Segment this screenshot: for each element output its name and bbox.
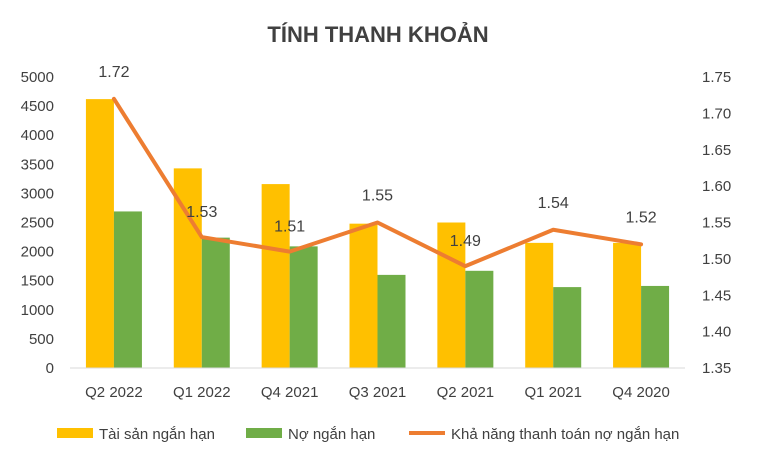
legend-label: Tài sản ngắn hạn [99, 426, 215, 443]
category-label: Q4 2021 [261, 384, 319, 401]
category-label: Q1 2021 [524, 384, 582, 401]
line-data-label: 1.55 [362, 188, 393, 205]
line-data-label: 1.53 [186, 204, 217, 221]
bars-group [85, 99, 670, 368]
category-label: Q2 2021 [437, 384, 495, 401]
right-tick-label: 1.75 [702, 69, 731, 86]
bar-no-ngan-han [377, 274, 406, 368]
bar-no-ngan-han [641, 285, 670, 368]
left-tick-label: 2500 [21, 215, 54, 232]
bar-no-ngan-han [553, 287, 582, 368]
line-data-labels: 1.72 1.53 1.51 1.55 1.49 1.54 1.52 [98, 64, 656, 250]
right-tick-label: 1.40 [702, 324, 731, 341]
legend: Tài sản ngắn hạn Nợ ngắn hạn Khả năng than… [57, 426, 679, 443]
line-series-group [111, 96, 644, 269]
category-label: Q3 2021 [349, 384, 407, 401]
bar-no-ngan-han [113, 211, 142, 368]
left-tick-label: 500 [29, 331, 54, 348]
left-tick-label: 1000 [21, 302, 54, 319]
legend-swatch [57, 428, 93, 438]
left-tick-label: 0 [46, 360, 54, 377]
bar-tai-san-ngan-han [613, 242, 642, 368]
bar-tai-san-ngan-han [437, 222, 466, 368]
right-tick-label: 1.55 [702, 215, 731, 232]
legend-swatch [246, 428, 282, 438]
left-tick-label: 3000 [21, 185, 54, 202]
right-tick-label: 1.45 [702, 287, 731, 304]
left-tick-label: 3500 [21, 156, 54, 173]
left-tick-label: 1500 [21, 273, 54, 290]
left-tick-label: 2000 [21, 244, 54, 261]
category-label: Q1 2022 [173, 384, 231, 401]
right-tick-label: 1.35 [702, 360, 731, 377]
legend-label: Khả năng thanh toán nợ ngắn hạn [451, 426, 679, 443]
bar-tai-san-ngan-han [85, 99, 114, 368]
category-label: Q4 2020 [612, 384, 670, 401]
legend-label: Nợ ngắn hạn [288, 426, 375, 443]
line-data-label: 1.52 [626, 209, 657, 226]
bar-no-ngan-han [201, 237, 230, 368]
right-tick-label: 1.60 [702, 178, 731, 195]
bar-tai-san-ngan-han [349, 223, 378, 368]
line-data-label: 1.54 [538, 195, 569, 212]
right-tick-label: 1.50 [702, 251, 731, 268]
right-tick-label: 1.70 [702, 105, 731, 122]
right-axis-ticks: 1.35 1.40 1.45 1.50 1.55 1.60 1.65 1.70 1.75 [702, 69, 731, 377]
line-kha-nang-thanh-toan [111, 96, 644, 269]
chart-title: TÍNH THANH KHOẢN [267, 22, 488, 47]
line-data-label: 1.49 [450, 233, 481, 250]
bar-no-ngan-han [289, 246, 318, 368]
bar-no-ngan-han [465, 270, 494, 368]
left-tick-label: 5000 [21, 69, 54, 86]
bar-tai-san-ngan-han [261, 184, 290, 368]
line-data-label: 1.51 [274, 219, 305, 236]
left-tick-label: 4000 [21, 127, 54, 144]
right-tick-label: 1.65 [702, 142, 731, 159]
category-label: Q2 2022 [85, 384, 143, 401]
left-axis-ticks: 0 500 1000 1500 2000 2500 3000 3500 4000 4500 5000 [21, 69, 54, 377]
bar-tai-san-ngan-han [525, 242, 554, 368]
left-tick-label: 4500 [21, 98, 54, 115]
line-data-label: 1.72 [98, 64, 129, 81]
category-labels: Q2 2022 Q1 2022 Q4 2021 Q3 2021 Q2 2021 Q1 20… [85, 384, 670, 401]
